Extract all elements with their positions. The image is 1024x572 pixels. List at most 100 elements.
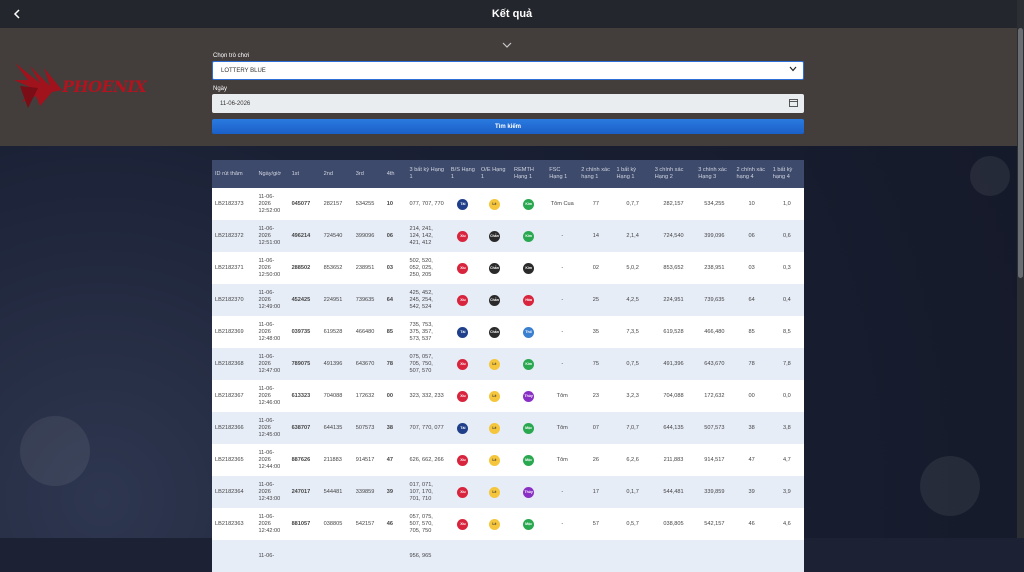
scrollbar[interactable] — [1017, 0, 1024, 538]
cell-any3: 077, 707, 770 — [406, 188, 448, 220]
column-header[interactable]: 3rd — [352, 160, 384, 188]
column-header[interactable]: 3 chính xác Hạng 3 — [695, 160, 734, 188]
bs-badge: Xỉu — [457, 486, 469, 498]
cell-e2b — [733, 540, 770, 572]
cell-e3b: 339,859 — [695, 476, 734, 508]
cell-e3b: 643,670 — [695, 348, 734, 380]
cell-fsc: - — [546, 252, 579, 284]
cell-oe: Lẻ — [477, 444, 512, 476]
cell-e2: 14 — [578, 220, 614, 252]
cell-rem: Kim — [511, 220, 547, 252]
cell-e3b: 172,632 — [695, 380, 734, 412]
date-input[interactable]: 11-06-2026 — [212, 94, 804, 113]
cell-id: LB2182370 — [212, 284, 256, 316]
scrollbar-thumb[interactable] — [1018, 28, 1023, 278]
column-header[interactable]: 2 chính xác hạng 1 — [578, 160, 614, 188]
calendar-icon[interactable] — [789, 98, 798, 109]
cell-p3: 238951 — [352, 252, 384, 284]
oe-badge: Chẵn — [488, 326, 500, 338]
rem-badge: Kim — [523, 198, 535, 210]
cell-p4: 00 — [383, 380, 407, 412]
cell-oe: Chẵn — [477, 284, 512, 316]
cell-a1: 5,0,2 — [613, 252, 652, 284]
cell-p3: 507573 — [352, 412, 384, 444]
column-header[interactable]: 1 bất kỳ Hạng 1 — [613, 160, 652, 188]
cell-rem: Mộc — [511, 508, 547, 540]
table-row: LB2182373 11-06-2026 12:52:00 045077 282157… — [212, 188, 804, 220]
cell-rem — [511, 540, 547, 572]
cell-p2: 211883 — [320, 444, 353, 476]
table-row: LB2182366 11-06-2026 12:45:00 638707 644135… — [212, 412, 804, 444]
logo-text: PHOENIX — [62, 77, 147, 96]
cell-a1b: 0,4 — [769, 284, 804, 316]
column-header[interactable]: Ngày/giờ — [255, 160, 289, 188]
cell-e3a: 491,396 — [651, 348, 696, 380]
bs-badge: Tài — [457, 422, 469, 434]
cell-id: LB2182373 — [212, 188, 256, 220]
cell-e2: 07 — [578, 412, 614, 444]
cell-bs: Tài — [447, 412, 478, 444]
cell-date: 11-06-2026 12:48:00 — [255, 316, 289, 348]
cell-e3b: 739,635 — [695, 284, 734, 316]
cell-e2: 23 — [578, 380, 614, 412]
rem-badge: Thổ — [523, 326, 535, 338]
cell-a1b: 3,8 — [769, 412, 804, 444]
bs-badge: Xỉu — [457, 390, 469, 402]
game-select[interactable]: LOTTERY BLUE — [212, 61, 804, 80]
column-header[interactable]: 1 bất kỳ hạng 4 — [769, 160, 804, 188]
cell-rem: Kim — [511, 188, 547, 220]
cell-id: LB2182368 — [212, 348, 256, 380]
cell-id: LB2182365 — [212, 444, 256, 476]
cell-rem: Thủy — [511, 476, 547, 508]
column-header[interactable]: 3 bất kỳ Hạng 1 — [406, 160, 448, 188]
column-header[interactable]: 2nd — [320, 160, 353, 188]
cell-fsc: - — [546, 348, 579, 380]
rem-badge: Kim — [523, 230, 535, 242]
cell-e2: 25 — [578, 284, 614, 316]
rem-badge: Thủy — [523, 390, 535, 402]
rem-badge: Kim — [523, 358, 535, 370]
table-body: LB2182373 11-06-2026 12:52:00 045077 282157… — [212, 188, 804, 572]
column-header[interactable]: 4th — [383, 160, 407, 188]
column-header[interactable]: O/E Hạng 1 — [477, 160, 512, 188]
cell-any3: 017, 071, 107, 170, 701, 710 — [406, 476, 448, 508]
table-header-row: ID rút thăm Ngày/giờ 1st 2nd 3rd 4th 3 bất kỳ … — [212, 160, 804, 188]
cell-p2 — [320, 540, 353, 572]
column-header[interactable]: ID rút thăm — [212, 160, 256, 188]
oe-badge: Chẵn — [488, 294, 500, 306]
cell-p1: 045077 — [288, 188, 321, 220]
search-button[interactable]: Tìm kiếm — [212, 119, 804, 134]
cell-oe: Lẻ — [477, 476, 512, 508]
cell-a1: 7,3,5 — [613, 316, 652, 348]
cell-oe — [477, 540, 512, 572]
cell-p2: 491396 — [320, 348, 353, 380]
cell-p1: 613323 — [288, 380, 321, 412]
table-row: LB2182370 11-06-2026 12:49:00 452425 224951… — [212, 284, 804, 316]
cell-e3a: 038,805 — [651, 508, 696, 540]
cell-oe: Lẻ — [477, 508, 512, 540]
oe-badge: Chẵn — [488, 262, 500, 274]
column-header[interactable]: 2 chính xác hạng 4 — [733, 160, 770, 188]
cell-e3b: 542,157 — [695, 508, 734, 540]
cell-p2: 038805 — [320, 508, 353, 540]
cell-any3: 626, 662, 266 — [406, 444, 448, 476]
cell-rem: Kim — [511, 252, 547, 284]
back-icon[interactable] — [9, 6, 25, 22]
chevron-down-icon[interactable] — [502, 35, 512, 53]
column-header[interactable]: FSC Hạng 1 — [546, 160, 579, 188]
column-header[interactable]: B/S Hạng 1 — [447, 160, 478, 188]
cell-rem: Kim — [511, 348, 547, 380]
column-header[interactable]: REMTH Hạng 1 — [511, 160, 547, 188]
column-header[interactable]: 3 chính xác Hạng 2 — [651, 160, 696, 188]
cell-a1b: 0,0 — [769, 380, 804, 412]
cell-e3b: 914,517 — [695, 444, 734, 476]
game-select-value: LOTTERY BLUE — [221, 67, 266, 74]
cell-p2: 853652 — [320, 252, 353, 284]
column-header[interactable]: 1st — [288, 160, 321, 188]
cell-p2: 282157 — [320, 188, 353, 220]
cell-e3a: 644,135 — [651, 412, 696, 444]
cell-p1: 887626 — [288, 444, 321, 476]
cell-p4: 03 — [383, 252, 407, 284]
cell-any3: 075, 057, 705, 750, 507, 570 — [406, 348, 448, 380]
cell-fsc: - — [546, 508, 579, 540]
